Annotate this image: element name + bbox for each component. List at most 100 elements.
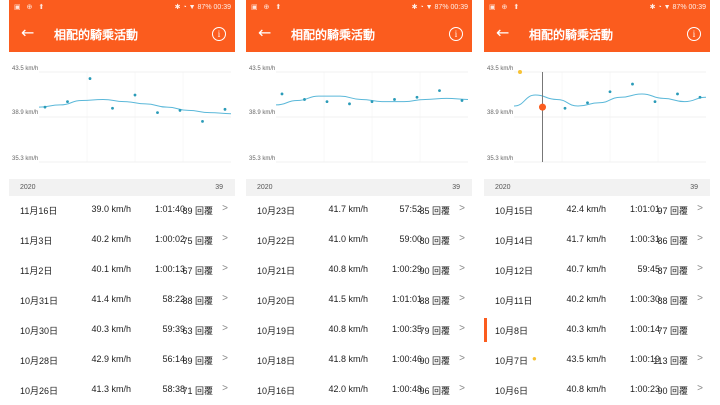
row-date: 10月21日: [257, 266, 296, 276]
row-date: 10月19日: [257, 326, 296, 336]
data-point: [156, 111, 159, 115]
data-point: [370, 100, 374, 104]
row-replies: 85 回覆: [419, 206, 450, 216]
activity-row[interactable]: 10月6日 40.8 km/h 1:00:23 90 回覆 >: [484, 376, 710, 405]
chevron-right-icon: >: [222, 323, 228, 334]
row-duration: 1:00:19: [629, 354, 660, 364]
activity-row[interactable]: 10月30日 40.3 km/h 59:39 63 回覆 >: [9, 316, 235, 346]
y-label-bottom: 35.3 km/h: [249, 156, 276, 162]
activity-row[interactable]: 10月18日 41.8 km/h 1:00:46 90 回覆 >: [246, 346, 472, 376]
activity-row[interactable]: 10月22日 41.0 km/h 59:00 80 回覆 >: [246, 226, 472, 256]
activity-row[interactable]: 10月7日 ● 43.5 km/h 1:00:19 113 回覆 >: [484, 346, 710, 376]
chevron-right-icon: >: [697, 293, 703, 304]
year-label: 2020: [257, 184, 273, 191]
max-point: [518, 70, 522, 74]
row-speed: 41.0 km/h: [328, 234, 368, 244]
info-icon[interactable]: i: [449, 27, 463, 41]
row-duration: 57:52: [399, 204, 422, 214]
row-date: 10月15日: [495, 206, 534, 216]
row-date: 10月23日: [257, 206, 296, 216]
row-replies: 113 回覆: [653, 356, 688, 366]
status-icons-left: ▣ ⊕ ⬆: [14, 4, 47, 11]
activity-row[interactable]: 10月14日 41.7 km/h 1:00:31 86 回覆 >: [484, 226, 710, 256]
row-duration: 1:00:29: [391, 264, 422, 274]
selection-marker: [484, 318, 487, 342]
row-date: 10月18日: [257, 356, 296, 366]
activity-count: 39: [215, 184, 223, 191]
activity-row[interactable]: 10月16日 42.0 km/h 1:00:48 96 回覆 >: [246, 376, 472, 405]
speed-chart-svg: [513, 70, 707, 163]
row-duration: 1:01:01: [629, 204, 660, 214]
row-replies: 97 回覆: [657, 206, 688, 216]
row-duration: 1:00:31: [629, 234, 660, 244]
page-title: 相配的騎乘活動: [529, 28, 614, 42]
row-replies: 67 回覆: [182, 266, 213, 276]
activity-row[interactable]: 11月3日 40.2 km/h 1:00:02 75 回覆 >: [9, 226, 235, 256]
data-point: [66, 100, 69, 104]
row-speed: 40.7 km/h: [566, 264, 606, 274]
row-replies: 88 回覆: [657, 296, 688, 306]
back-arrow-icon[interactable]: ←: [21, 23, 35, 42]
data-point: [460, 99, 464, 102]
row-duration: 56:14: [162, 354, 185, 364]
data-point: [303, 98, 306, 101]
activity-row[interactable]: 11月2日 40.1 km/h 1:00:13 67 回覆 >: [9, 256, 235, 286]
trend-line: [513, 93, 707, 107]
activity-row[interactable]: 10月20日 41.5 km/h 1:01:01 88 回覆 >: [246, 286, 472, 316]
activity-row[interactable]: 11月16日 39.0 km/h 1:01:40 89 回覆 >: [9, 196, 235, 226]
activity-row[interactable]: 10月26日 41.3 km/h 58:38 71 回覆 >: [9, 376, 235, 405]
info-icon[interactable]: i: [212, 27, 226, 41]
row-speed: 40.3 km/h: [91, 324, 131, 334]
data-point: [43, 105, 47, 109]
row-replies: 89 回覆: [182, 206, 213, 216]
y-label-top: 43.5 km/h: [12, 66, 39, 72]
activity-row[interactable]: 10月31日 41.4 km/h 58:22 88 回覆 >: [9, 286, 235, 316]
activity-row[interactable]: 10月28日 42.9 km/h 56:14 89 回覆 >: [9, 346, 235, 376]
activity-list: 11月16日 39.0 km/h 1:01:40 89 回覆 > 11月3日 40.2 k…: [9, 196, 235, 405]
row-replies: 88 回覆: [419, 296, 450, 306]
info-icon[interactable]: i: [687, 27, 701, 41]
activity-row[interactable]: 10月23日 41.7 km/h 57:52 85 回覆 >: [246, 196, 472, 226]
data-point: [178, 109, 182, 112]
row-date: 10月6日: [495, 386, 529, 396]
speed-chart[interactable]: 43.5 km/h 38.9 km/h 35.3 km/h: [246, 52, 472, 172]
activity-row[interactable]: 10月12日 40.7 km/h 59:45 87 回覆 >: [484, 256, 710, 286]
row-date: 10月26日: [20, 386, 59, 396]
speed-chart[interactable]: 43.5 km/h 38.9 km/h 35.3 km/h: [9, 52, 235, 172]
row-replies: 79 回覆: [419, 326, 450, 336]
activity-row[interactable]: 10月21日 40.8 km/h 1:00:29 90 回覆 >: [246, 256, 472, 286]
data-point: [348, 102, 351, 106]
y-label-top: 43.5 km/h: [487, 66, 514, 72]
row-speed: 40.8 km/h: [328, 324, 368, 334]
chevron-right-icon: >: [459, 263, 465, 274]
activity-row[interactable]: 10月19日 40.8 km/h 1:00:35 79 回覆 >: [246, 316, 472, 346]
data-point: [698, 95, 702, 99]
row-speed: 41.4 km/h: [91, 294, 131, 304]
activity-list: 10月15日 42.4 km/h 1:01:01 97 回覆 > 10月14日 41.7 …: [484, 196, 710, 405]
activity-row[interactable]: 10月15日 42.4 km/h 1:01:01 97 回覆 >: [484, 196, 710, 226]
row-duration: 58:22: [162, 294, 185, 304]
trend-line: [38, 98, 232, 115]
row-date: 11月3日: [20, 236, 53, 246]
activity-row[interactable]: 10月11日 40.2 km/h 1:00:30 88 回覆 >: [484, 286, 710, 316]
row-speed: 40.2 km/h: [91, 234, 131, 244]
screen-1: ▣ ⊕ ⬆ ✱ ◔ ▼ 87% 00:39 ← 相配的騎乘活動 i 43.5 k…: [9, 0, 235, 405]
row-date: 10月7日: [495, 356, 529, 366]
back-arrow-icon[interactable]: ←: [496, 23, 510, 42]
chevron-right-icon: >: [459, 203, 465, 214]
row-duration: 1:00:48: [391, 384, 422, 394]
chevron-right-icon: >: [222, 203, 228, 214]
row-duration: 59:00: [399, 234, 422, 244]
row-duration: 1:00:14: [629, 324, 660, 334]
activity-row-selected[interactable]: 10月8日 40.3 km/h 1:00:14 77 回覆: [484, 316, 710, 346]
status-icons-left: ▣ ⊕ ⬆: [489, 4, 522, 11]
screen-2: ▣ ⊕ ⬆ ✱ ◔ ▼ 87% 00:39 ← 相配的騎乘活動 i 43.5 k…: [246, 0, 472, 405]
row-speed: 41.5 km/h: [328, 294, 368, 304]
data-point: [325, 100, 329, 104]
chevron-right-icon: >: [222, 293, 228, 304]
row-date: 10月22日: [257, 236, 296, 246]
row-date: 10月20日: [257, 296, 296, 306]
status-icons-left: ▣ ⊕ ⬆: [251, 4, 284, 11]
back-arrow-icon[interactable]: ←: [258, 23, 272, 42]
speed-chart[interactable]: 43.5 km/h 38.9 km/h 35.3 km/h: [484, 52, 710, 172]
